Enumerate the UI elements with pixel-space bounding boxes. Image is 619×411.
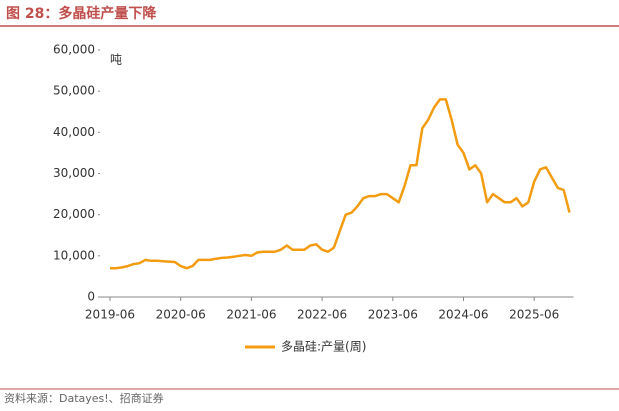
legend-label: 多晶硅:产量(周)	[281, 340, 366, 354]
chart-title: 图 28：多晶硅产量下降	[6, 5, 157, 22]
x-tick-label: 2023-06	[368, 308, 418, 322]
x-tick-label: 2024-06	[438, 308, 488, 322]
x-tick-label: 2020-06	[156, 308, 206, 322]
series-line	[110, 98, 571, 270]
y-tick-label: 20,000	[53, 207, 95, 221]
x-tick-label: 2019-06	[85, 308, 135, 322]
y-tick-label: 50,000	[53, 84, 95, 98]
x-tick-label: 2025-06	[509, 308, 559, 322]
unit-label: 吨	[110, 53, 122, 67]
y-tick-label: 30,000	[53, 166, 95, 180]
x-tick-label: 2021-06	[226, 308, 276, 322]
source: 资料来源：Datayes!、招商证券	[4, 391, 164, 405]
y-tick-label: 0	[87, 290, 95, 304]
y-tick-label: 10,000	[53, 248, 95, 262]
x-tick-label: 2022-06	[297, 308, 347, 322]
y-tick-label: 60,000	[53, 43, 95, 57]
y-tick-label: 40,000	[53, 125, 95, 139]
